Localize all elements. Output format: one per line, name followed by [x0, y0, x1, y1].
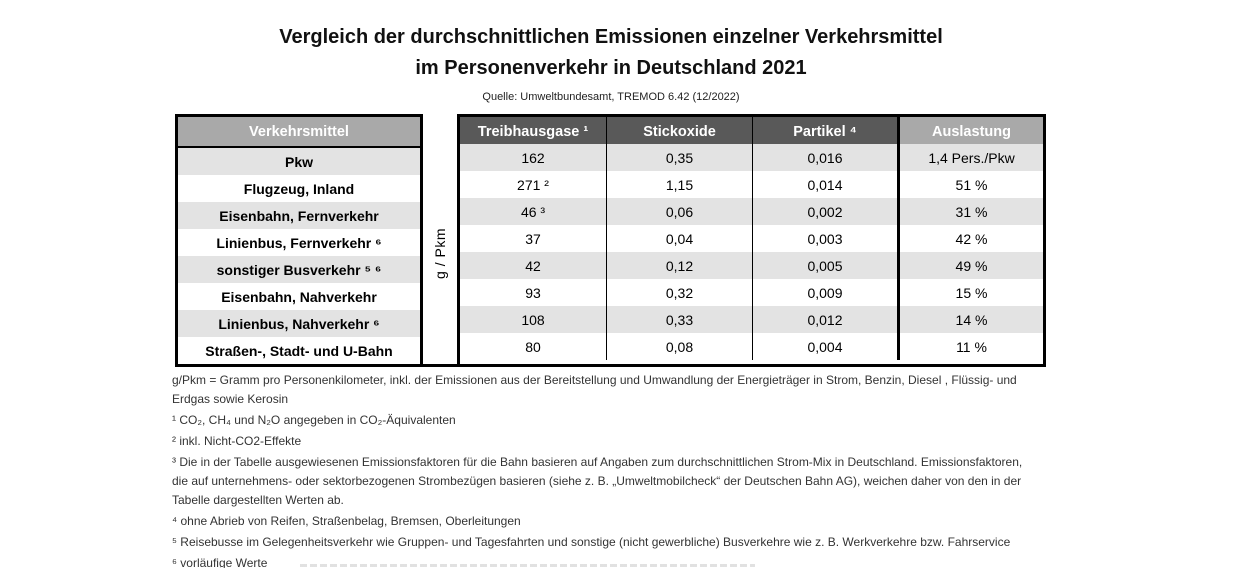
cell-linienbus-nah-load: 14 %	[897, 306, 1043, 333]
cell-ubahn-ghg: 80	[460, 333, 606, 360]
cell-eisenbahn-fern-nox: 0,06	[606, 198, 752, 225]
cell-flugzeug-pm: 0,014	[752, 171, 897, 198]
page-title-line1: Vergleich der durchschnittlichen Emissio…	[279, 26, 943, 48]
cell-eisenbahn-fern-load: 31 %	[897, 198, 1043, 225]
cell-linienbus-nah-nox: 0,33	[606, 306, 752, 333]
values-table: Treibhausgase ¹ Stickoxide Partikel ⁴ Au…	[457, 114, 1046, 367]
row-label-ubahn: Straßen-, Stadt- und U-Bahn	[178, 337, 420, 364]
cell-linienbus-fern-ghg: 37	[460, 225, 606, 252]
cell-linienbus-fern-load: 42 %	[897, 225, 1043, 252]
cell-ubahn-pm: 0,004	[752, 333, 897, 360]
cell-eisenbahn-nah-load: 15 %	[897, 279, 1043, 306]
cell-flugzeug-load: 51 %	[897, 171, 1043, 198]
footnote-3: ³ Die in der Tabelle ausgewiesenen Emiss…	[172, 455, 1023, 507]
cell-sonstiger-bus-nox: 0,12	[606, 252, 752, 279]
cell-sonstiger-bus-load: 49 %	[897, 252, 1043, 279]
row-label-eisenbahn-nah: Eisenbahn, Nahverkehr	[178, 283, 420, 310]
cell-ubahn-load: 11 %	[897, 333, 1043, 360]
page-title-line2: im Personenverkehr in Deutschland 2021	[415, 57, 807, 79]
footnote-6: ⁶ vorläufige Werte	[172, 556, 268, 568]
cell-flugzeug-ghg: 271 ²	[460, 171, 606, 198]
cell-sonstiger-bus-ghg: 42	[460, 252, 606, 279]
row-label-sonstiger-bus: sonstiger Busverkehr ⁵ ⁶	[178, 256, 420, 283]
footnotes-block: g/Pkm = Gramm pro Personenkilometer, ink…	[172, 371, 1040, 568]
cell-eisenbahn-nah-pm: 0,009	[752, 279, 897, 306]
footnote-4: ⁴ ohne Abrieb von Reifen, Straßenbelag, …	[172, 514, 521, 528]
cell-eisenbahn-nah-ghg: 93	[460, 279, 606, 306]
transport-mode-column: Verkehrsmittel Pkw Flugzeug, Inland Eise…	[175, 114, 423, 367]
unit-label-wrap: g / Pkm	[423, 145, 457, 361]
footnote-1: ¹ CO₂, CH₄ und N₂O angegeben in CO₂-Äqui…	[172, 413, 456, 427]
emissions-table: Verkehrsmittel Pkw Flugzeug, Inland Eise…	[175, 114, 1046, 367]
row-label-pkw: Pkw	[178, 148, 420, 175]
column-header-stickoxide: Stickoxide	[606, 117, 752, 148]
cell-ubahn-nox: 0,08	[606, 333, 752, 360]
row-label-flugzeug: Flugzeug, Inland	[178, 175, 420, 202]
cell-linienbus-fern-nox: 0,04	[606, 225, 752, 252]
cell-linienbus-nah-pm: 0,012	[752, 306, 897, 333]
row-label-linienbus-nah: Linienbus, Nahverkehr ⁶	[178, 310, 420, 337]
title-block: Vergleich der durchschnittlichen Emissio…	[172, 22, 1050, 103]
footnote-5: ⁵ Reisebusse im Gelegenheitsverkehr wie …	[172, 535, 1011, 549]
cell-eisenbahn-fern-pm: 0,002	[752, 198, 897, 225]
cell-flugzeug-nox: 1,15	[606, 171, 752, 198]
cell-pkw-ghg: 162	[460, 144, 606, 171]
row-label-eisenbahn-fern: Eisenbahn, Fernverkehr	[178, 202, 420, 229]
source-caption: Quelle: Umweltbundesamt, TREMOD 6.42 (12…	[482, 91, 740, 103]
footnote-glossary: g/Pkm = Gramm pro Personenkilometer, ink…	[172, 373, 1017, 406]
cell-pkw-nox: 0,35	[606, 144, 752, 171]
cell-linienbus-nah-ghg: 108	[460, 306, 606, 333]
footnote-2: ² inkl. Nicht-CO2-Effekte	[172, 434, 302, 448]
cell-pkw-load: 1,4 Pers./Pkw	[897, 144, 1043, 171]
cell-pkw-pm: 0,016	[752, 144, 897, 171]
cell-eisenbahn-nah-nox: 0,32	[606, 279, 752, 306]
unit-column: g / Pkm	[423, 114, 457, 367]
cell-eisenbahn-fern-ghg: 46 ³	[460, 198, 606, 225]
unit-label-g-pkm: g / Pkm	[432, 227, 448, 279]
column-header-verkehrsmittel: Verkehrsmittel	[178, 117, 420, 148]
cutoff-text-remnant	[300, 564, 755, 567]
row-label-linienbus-fern: Linienbus, Fernverkehr ⁶	[178, 229, 420, 256]
cell-linienbus-fern-pm: 0,003	[752, 225, 897, 252]
cell-sonstiger-bus-pm: 0,005	[752, 252, 897, 279]
